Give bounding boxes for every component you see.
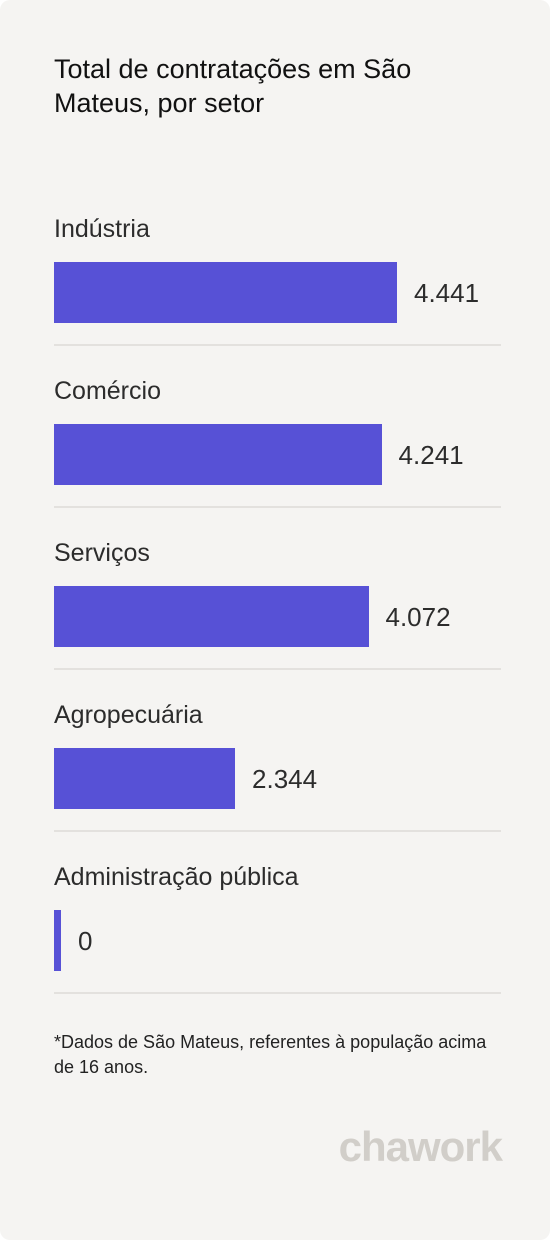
bar-row: Administração pública 0	[54, 862, 501, 1024]
category-label: Serviços	[54, 539, 150, 567]
chawork-logo: chawork	[338, 1123, 503, 1170]
category-label: Agropecuária	[54, 701, 203, 729]
bar	[54, 586, 369, 647]
category-label: Indústria	[54, 215, 150, 243]
footnote: *Dados de São Mateus, referentes à popul…	[54, 1032, 487, 1077]
row-divider	[54, 344, 501, 346]
value-label: 2.344	[252, 764, 318, 794]
category-label: Comércio	[54, 377, 161, 405]
row-divider	[54, 506, 501, 508]
value-label: 0	[78, 926, 93, 956]
bar	[54, 424, 382, 485]
chart-title: Total de contratações em São Mateus, por…	[54, 54, 412, 118]
bar	[54, 910, 61, 971]
bar	[54, 262, 397, 323]
value-label: 4.072	[385, 602, 451, 632]
row-divider	[54, 668, 501, 670]
bar-row: Indústria 4.441	[54, 214, 501, 376]
bar-row: Comércio 4.241	[54, 376, 501, 538]
row-divider	[54, 830, 501, 832]
bar-row: Serviços 4.072	[54, 538, 501, 700]
value-label: 4.441	[414, 278, 480, 308]
value-label: 4.241	[398, 440, 464, 470]
category-label: Administração pública	[54, 863, 299, 891]
bar	[54, 748, 236, 809]
bar-row: Agropecuária 2.344	[54, 700, 501, 862]
row-divider	[54, 992, 501, 994]
